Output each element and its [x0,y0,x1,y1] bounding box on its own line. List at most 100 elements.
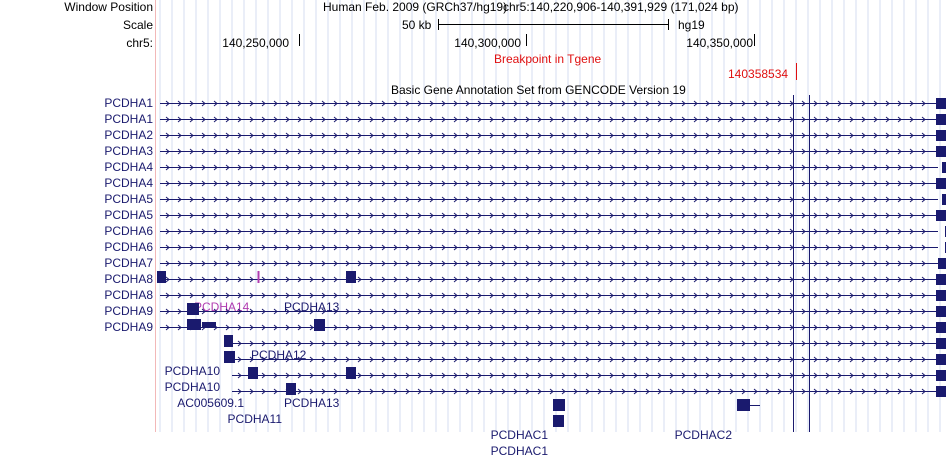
strand-arrow [585,292,590,299]
strand-arrow [633,324,638,331]
gene-label-pcdha14[interactable]: PCDHA14 [194,300,250,314]
gene-row-label[interactable]: PCDHA8 [104,288,153,302]
strand-arrow [405,372,410,379]
strand-arrow [777,324,782,331]
strand-arrow [465,164,470,171]
strand-arrow [753,196,758,203]
gene-row-label[interactable]: PCDHA5 [104,192,153,206]
strand-arrow [489,116,494,123]
strand-arrow [837,276,842,283]
gene-row-label[interactable]: PCDHA1 [104,112,153,126]
gene-label-pcdha10[interactable]: PCDHA10 [164,364,220,378]
strand-arrow [717,212,722,219]
strand-arrow [441,388,446,395]
strand-arrow [837,212,842,219]
strand-arrow [753,276,758,283]
strand-arrow [489,228,494,235]
gene-row-label[interactable]: PCDHA9 [104,304,153,318]
strand-arrow [897,116,902,123]
strand-arrow [789,212,794,219]
gene-row-label[interactable]: PCDHA9 [104,320,153,334]
strand-arrow [369,292,374,299]
gene-row-label[interactable]: PCDHA6 [104,240,153,254]
strand-arrow [693,228,698,235]
strand-arrow [753,340,758,347]
strand-arrow [453,228,458,235]
strand-arrow [621,164,626,171]
strand-arrow [393,308,398,315]
gene-row-label[interactable]: PCDHA4 [104,160,153,174]
strand-arrow [345,100,350,107]
gene-label-pcdha13[interactable]: PCDHA13 [284,300,340,314]
strand-arrow [513,100,518,107]
strand-arrow [789,292,794,299]
gene-label-pcdha13[interactable]: PCDHA13 [284,396,340,410]
strand-arrow [705,196,710,203]
strand-arrow [237,388,242,395]
strand-arrow [897,324,902,331]
strand-arrow [837,356,842,363]
gene-row-label[interactable]: PCDHA8 [104,272,153,286]
strand-arrow [669,356,674,363]
strand-arrow [261,100,266,107]
gene-row-label[interactable]: PCDHA7 [104,256,153,270]
strand-arrow [477,132,482,139]
gene-row-label[interactable]: PCDHA3 [104,144,153,158]
strand-arrow [777,196,782,203]
strand-arrow [189,228,194,235]
strand-arrow [657,276,662,283]
gene-label-ac005609[interactable]: AC005609.1 [177,396,244,410]
gene-row-label[interactable]: PCDHA2 [104,128,153,142]
strand-arrow [765,148,770,155]
strand-arrow [465,132,470,139]
strand-arrow [213,116,218,123]
strand-arrow [513,212,518,219]
strand-arrow [645,100,650,107]
breakpoint-position[interactable]: 140358534 [728,67,789,81]
strand-arrow [729,356,734,363]
strand-arrow [441,308,446,315]
strand-arrow [537,388,542,395]
strand-arrow [849,324,854,331]
strand-arrow [657,356,662,363]
strand-arrow [705,276,710,283]
strand-arrow [453,308,458,315]
strand-arrow [537,132,542,139]
strand-arrow [909,180,914,187]
strand-arrow [309,100,314,107]
strand-arrow [465,308,470,315]
strand-arrow [273,180,278,187]
strand-arrow [825,340,830,347]
gene-row-label[interactable]: PCDHA5 [104,208,153,222]
strand-arrow [681,244,686,251]
strand-arrow [825,212,830,219]
gene-label-pcdhac1[interactable]: PCDHAC1 [490,444,548,458]
gene-row-label[interactable]: PCDHA4 [104,176,153,190]
strand-arrow [825,164,830,171]
strand-arrow [369,164,374,171]
assembly-text: Human Feb. 2009 (GRCh37/hg19) [323,0,508,14]
strand-arrow [897,356,902,363]
gene-row-label[interactable]: PCDHA6 [104,224,153,238]
strand-arrow [861,308,866,315]
strand-arrow [777,276,782,283]
gene-row-label[interactable]: PCDHA1 [104,96,153,110]
gene-label-pcdha11[interactable]: PCDHA11 [227,412,282,426]
strand-arrow [885,164,890,171]
strand-arrow [873,356,878,363]
strand-arrow [453,324,458,331]
strand-arrow [297,244,302,251]
strand-arrow [609,196,614,203]
strand-arrow [405,356,410,363]
strand-arrow [333,180,338,187]
strand-arrow [237,148,242,155]
strand-arrow [789,164,794,171]
gene-label-pcdha10[interactable]: PCDHA10 [164,380,220,394]
strand-arrow [357,180,362,187]
strand-arrow [405,324,410,331]
strand-arrow [165,244,170,251]
strand-arrow [801,244,806,251]
strand-arrow [813,276,818,283]
strand-arrow [669,276,674,283]
gene-label-pcdha12[interactable]: PCDHA12 [251,348,307,362]
